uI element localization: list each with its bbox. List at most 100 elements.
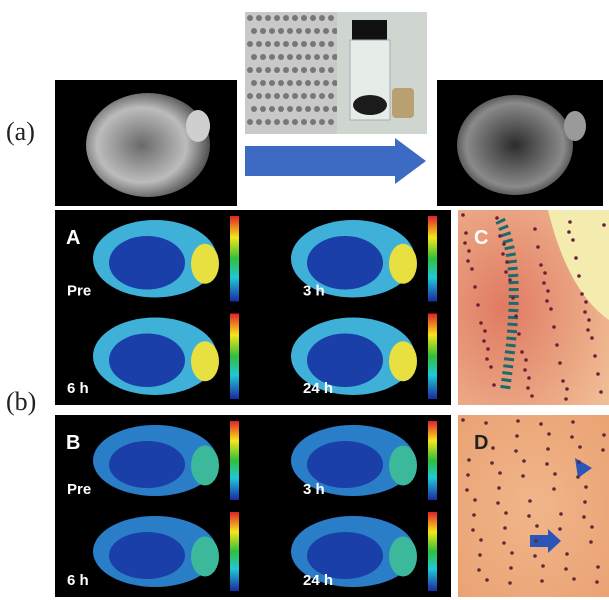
particle: [265, 93, 271, 99]
particle: [278, 54, 284, 60]
cell: [508, 581, 512, 585]
slice-edge: [389, 244, 417, 284]
cell: [571, 420, 575, 424]
cell: [564, 397, 568, 401]
particle: [247, 41, 253, 47]
particle: [274, 67, 280, 73]
cell: [584, 300, 588, 304]
cell: [583, 310, 587, 314]
cell: [504, 511, 508, 515]
cell: [582, 515, 586, 519]
particle: [274, 119, 280, 125]
cell: [552, 487, 556, 491]
cell: [464, 231, 468, 235]
cell: [602, 433, 606, 437]
cell: [526, 386, 530, 390]
particle: [287, 106, 293, 112]
cell: [561, 379, 565, 383]
particle: [305, 80, 311, 86]
cell: [483, 329, 487, 333]
slice-core: [307, 236, 383, 290]
cell: [527, 376, 531, 380]
cell: [461, 213, 465, 217]
particle: [247, 15, 253, 21]
cell: [542, 281, 546, 285]
particle: [328, 41, 334, 47]
particle: [305, 106, 311, 112]
particle: [323, 28, 329, 34]
panel-letter: A: [66, 227, 80, 249]
particle: [305, 54, 311, 60]
particle: [310, 15, 316, 21]
particle: [310, 119, 316, 125]
particle: [328, 93, 334, 99]
particle: [274, 93, 280, 99]
particle: [269, 54, 275, 60]
timepoint-label: 24 h: [303, 380, 333, 397]
cell: [522, 459, 526, 463]
cell: [595, 580, 599, 584]
cell: [473, 285, 477, 289]
cell: [576, 475, 580, 479]
panel-letter: C: [474, 227, 488, 249]
particle: [269, 80, 275, 86]
timepoint-label: Pre: [67, 481, 91, 498]
particle: [256, 93, 262, 99]
slice-core: [109, 236, 185, 290]
cell: [558, 361, 562, 365]
particle: [265, 119, 271, 125]
cell: [539, 422, 543, 426]
particle: [314, 106, 320, 112]
cell: [505, 260, 509, 264]
particle: [251, 106, 257, 112]
cell: [546, 447, 550, 451]
particle: [269, 28, 275, 34]
timepoint-label: 6 h: [67, 380, 89, 397]
cell: [545, 462, 549, 466]
colorbar: [428, 512, 437, 591]
slice-edge: [191, 341, 219, 381]
cell: [564, 567, 568, 571]
cell: [501, 252, 505, 256]
particle: [251, 28, 257, 34]
cell: [520, 350, 524, 354]
cell: [577, 460, 581, 464]
cell: [485, 357, 489, 361]
cell: [491, 446, 495, 450]
cell: [602, 223, 606, 227]
particle: [251, 80, 257, 86]
mri-slice: [564, 111, 586, 141]
colorbar: [230, 421, 239, 500]
cell: [516, 419, 520, 423]
timepoint-label: 3 h: [303, 283, 325, 300]
cell: [558, 527, 562, 531]
particle: [278, 28, 284, 34]
particle: [292, 41, 298, 47]
cell: [541, 564, 545, 568]
particle: [319, 93, 325, 99]
cell: [514, 449, 518, 453]
particle: [278, 106, 284, 112]
cell: [477, 568, 481, 572]
cell: [534, 539, 538, 543]
particle: [319, 41, 325, 47]
cell: [479, 321, 483, 325]
cell: [478, 553, 482, 557]
particle: [323, 106, 329, 112]
particle: [260, 54, 266, 60]
cell: [517, 332, 521, 336]
cell: [473, 498, 477, 502]
particle: [251, 54, 257, 60]
particle: [247, 67, 253, 73]
cell: [509, 566, 513, 570]
cell: [497, 486, 501, 490]
cell: [476, 303, 480, 307]
mri-slice: [457, 95, 573, 195]
cell: [553, 472, 557, 476]
particle: [328, 15, 334, 21]
cell: [466, 259, 470, 263]
particle: [296, 28, 302, 34]
timepoint-label: 24 h: [303, 572, 333, 589]
cell: [514, 314, 518, 318]
cell: [567, 230, 571, 234]
